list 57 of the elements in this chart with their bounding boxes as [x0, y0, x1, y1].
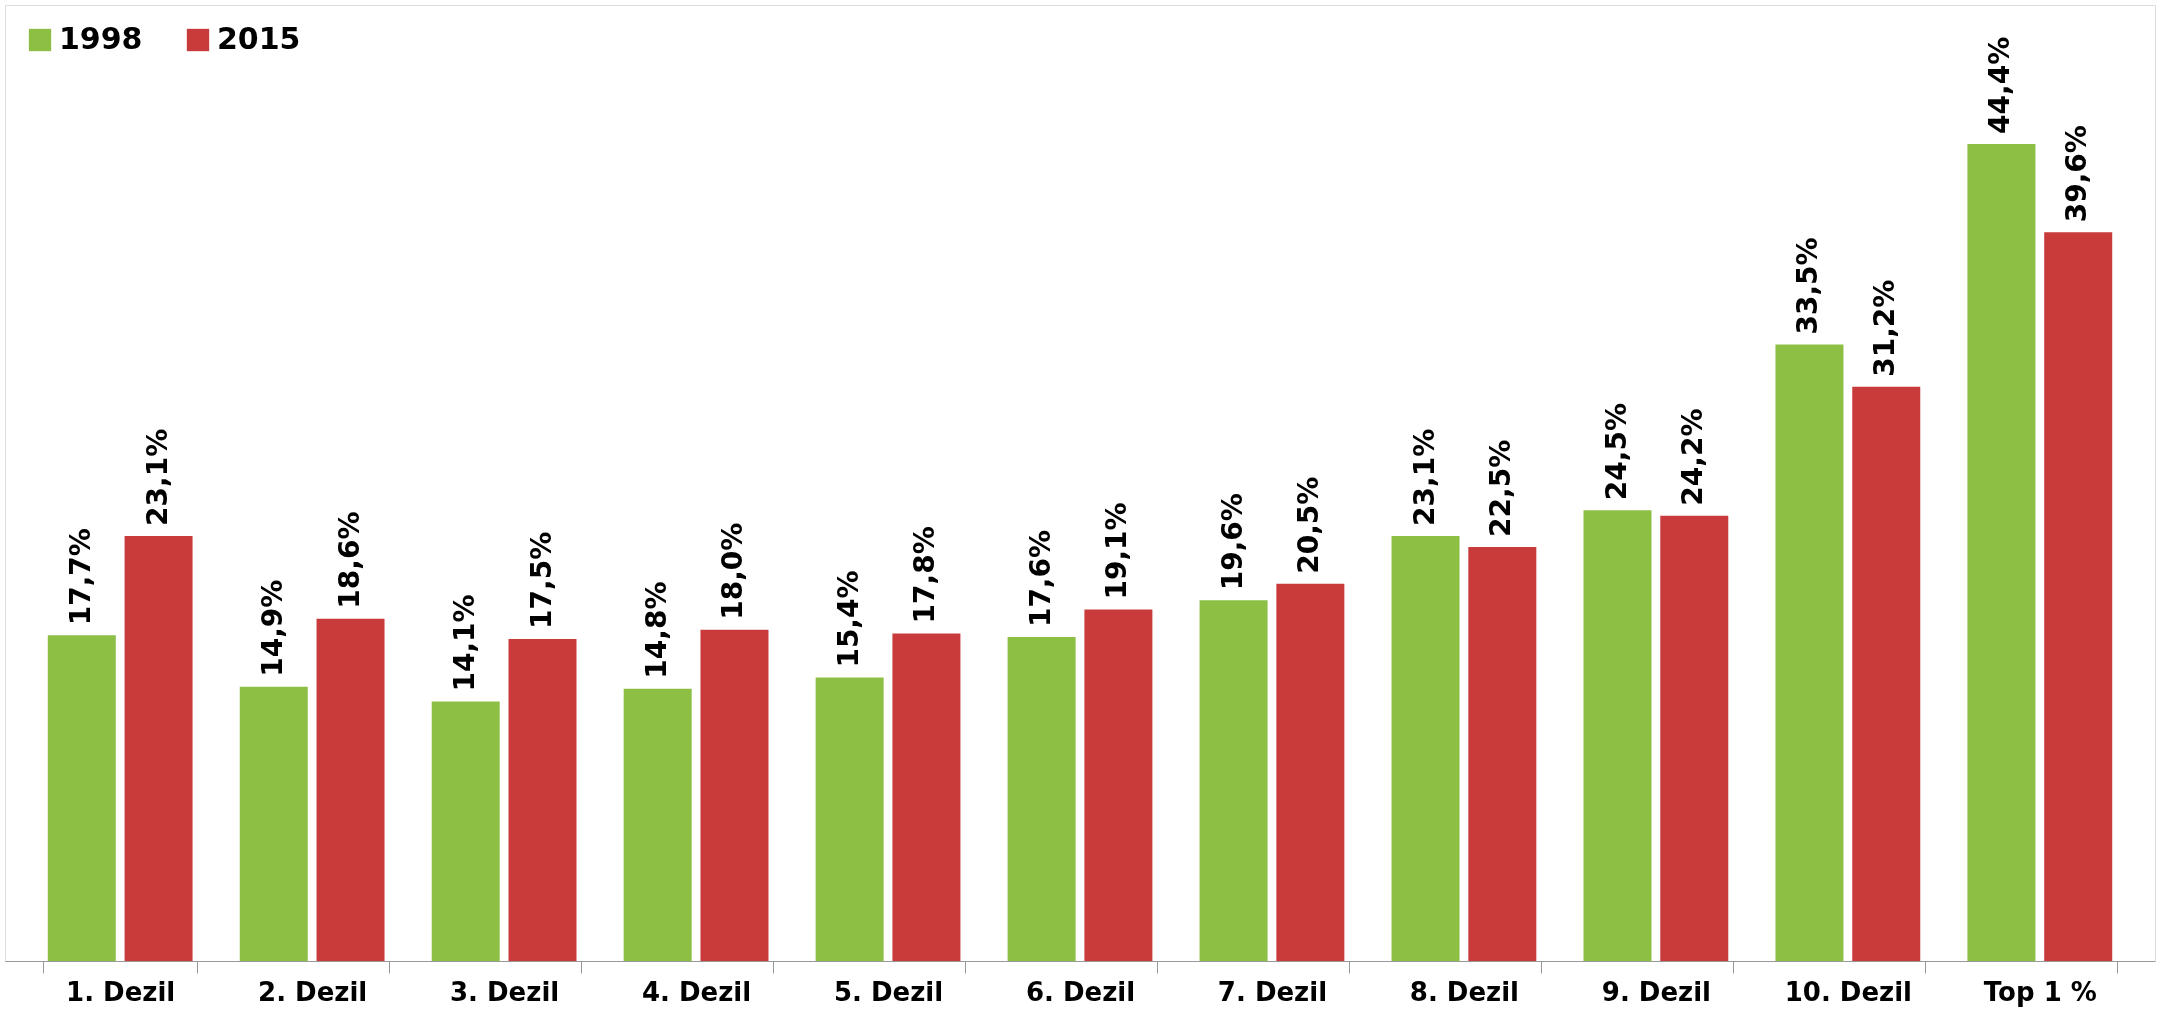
- bar: [700, 629, 769, 961]
- bar: [623, 688, 692, 961]
- legend-label: 1998: [59, 21, 143, 56]
- x-tick-label: 6. Dezil: [1025, 976, 1136, 1007]
- data-label: 18,6%: [332, 511, 366, 609]
- x-tick-label: Top 1 %: [1983, 976, 2097, 1007]
- data-label: 24,5%: [1599, 402, 1633, 501]
- bar: [124, 535, 193, 961]
- bar: [1660, 515, 1729, 961]
- data-label: 39,6%: [2060, 125, 2094, 223]
- data-label: 19,6%: [1215, 493, 1249, 591]
- data-label: 14,9%: [255, 579, 289, 677]
- legend-label: 2015: [217, 21, 301, 56]
- bar: [1276, 583, 1345, 961]
- x-tick-label: 4. Dezil: [641, 976, 752, 1007]
- data-label: 22,5%: [1484, 439, 1518, 537]
- data-label: 33,5%: [1791, 237, 1825, 335]
- bar: [1583, 510, 1652, 961]
- data-label: 19,1%: [1100, 502, 1134, 600]
- bar: [2044, 232, 2113, 961]
- x-tick-label: 2. Dezil: [258, 976, 368, 1007]
- data-label: 44,4%: [1983, 36, 2017, 134]
- bar: [1391, 535, 1460, 961]
- x-tick-label: 1. Dezil: [66, 976, 176, 1007]
- data-label: 18,0%: [716, 522, 750, 620]
- bar: [1852, 386, 1921, 961]
- data-label: 23,1%: [140, 428, 174, 526]
- bar: [892, 633, 961, 961]
- bar: [508, 638, 577, 961]
- bar: [431, 701, 500, 961]
- data-label: 14,8%: [639, 581, 673, 679]
- bar: [239, 686, 308, 961]
- bar: [1007, 637, 1076, 961]
- x-tick-label: 5. Dezil: [833, 976, 944, 1007]
- data-label: 17,7%: [63, 528, 97, 626]
- data-label: 15,4%: [831, 570, 865, 668]
- x-tick-label: 3. Dezil: [450, 976, 560, 1007]
- x-tick-label: 8. Dezil: [1409, 976, 1520, 1007]
- data-label: 31,2%: [1868, 279, 1902, 377]
- x-tick-label: 9. Dezil: [1601, 976, 1711, 1007]
- data-label: 17,5%: [524, 531, 558, 629]
- bar: [1967, 143, 2036, 961]
- data-label: 24,2%: [1676, 408, 1710, 506]
- x-tick-label: 10. Dezil: [1784, 976, 1913, 1007]
- bar: [47, 635, 116, 961]
- bar: [815, 677, 884, 961]
- data-label: 17,8%: [908, 526, 942, 624]
- data-label: 14,1%: [447, 594, 481, 692]
- bar: [316, 618, 385, 961]
- data-label: 20,5%: [1292, 476, 1326, 574]
- bar: [1468, 546, 1537, 961]
- x-tick-label: 7. Dezil: [1217, 976, 1328, 1007]
- bar: [1775, 344, 1844, 961]
- data-label: 17,6%: [1023, 529, 1057, 628]
- data-label: 23,1%: [1407, 428, 1441, 526]
- bar: [1199, 600, 1268, 961]
- bar: [1084, 609, 1153, 961]
